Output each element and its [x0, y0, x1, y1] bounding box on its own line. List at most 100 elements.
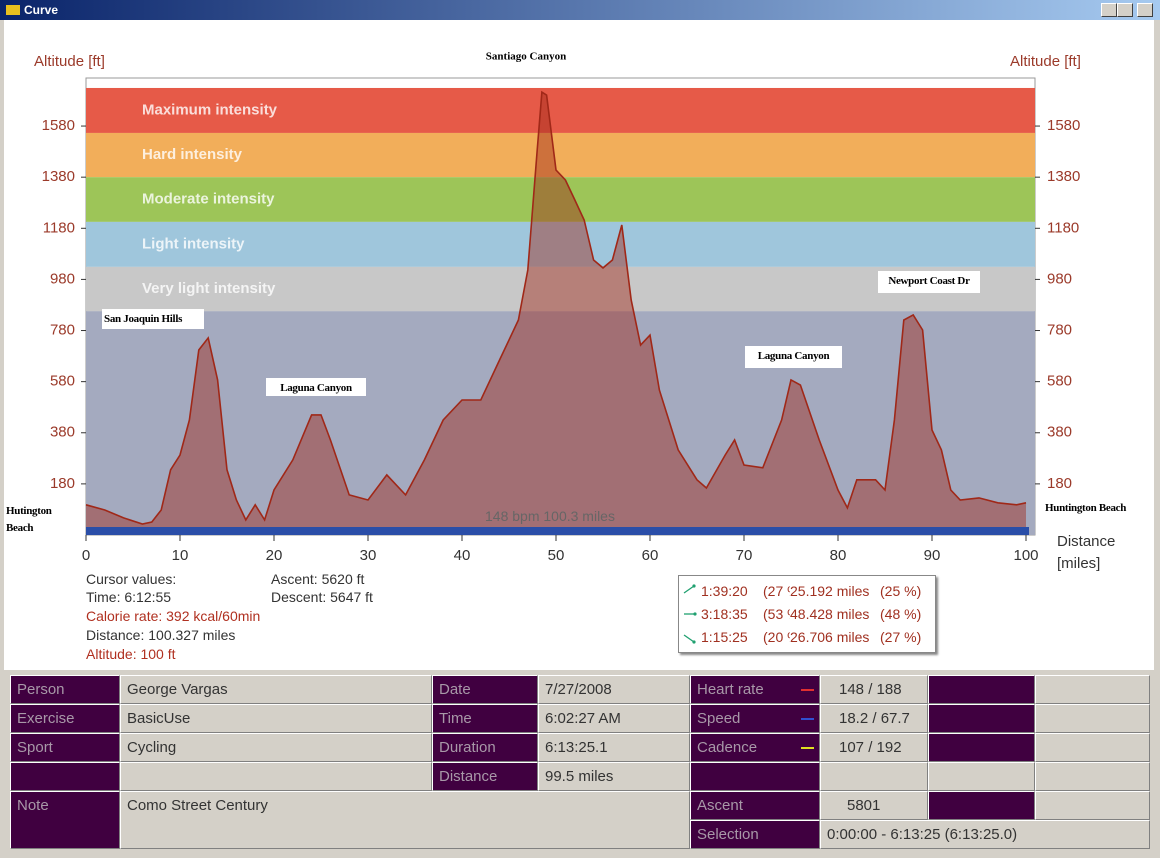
annotation: Huntington Beach [1045, 502, 1127, 514]
empty-cell [1035, 733, 1150, 762]
maximize-button[interactable] [1117, 3, 1133, 17]
segment-time: 3:18:35 [701, 606, 748, 622]
y2-tick-label: 380 [1047, 424, 1072, 441]
y2-tick-label: 1580 [1047, 117, 1080, 134]
zone-label: Hard intensity [142, 146, 243, 163]
annotation: San Joaquin Hills [102, 309, 204, 329]
zone-label: Maximum intensity [142, 101, 278, 118]
x-tick-label: 80 [830, 547, 847, 564]
segment-time: 1:39:20 [701, 583, 748, 599]
altitude-area [86, 92, 1026, 535]
segment-distance-pct: (48 %) [880, 606, 922, 622]
legend-swatch [801, 747, 814, 749]
cell-distance-label: Distance [432, 762, 538, 791]
x-tick-label: 10 [172, 547, 189, 564]
y-tick-label: 980 [50, 270, 75, 287]
cell-date-label: Date [432, 675, 538, 704]
arrow [683, 634, 695, 643]
y2-tick-label: 180 [1047, 475, 1072, 492]
app-icon [6, 5, 20, 15]
minimize-button[interactable] [1101, 3, 1117, 17]
altitude-line [85, 90, 1027, 525]
cell-time-label: Time [432, 704, 538, 733]
segment-distance-pct: (27 %) [880, 629, 922, 645]
y2-tick-label: 780 [1047, 321, 1072, 338]
cell-time: 6:02:27 AM [538, 704, 690, 733]
segment-box: 1:39:20 (27 %) 25.192 miles (25 %) 3:18:35 (5… [678, 575, 936, 653]
empty-cell [10, 762, 120, 791]
x-tick-label: 40 [454, 547, 471, 564]
title-bar: Curve [0, 0, 1160, 20]
segment-time: 1:15:25 [701, 629, 748, 645]
y-tick-label: 180 [50, 475, 75, 492]
legend-swatch [801, 689, 814, 691]
annotation: Laguna Canyon [266, 378, 366, 396]
segment-distance: 48.428 miles [790, 606, 870, 622]
cell-ascent: 5801 [820, 791, 928, 820]
intensity-zone [86, 132, 1035, 178]
empty-cell [928, 675, 1035, 704]
selection-bar [86, 527, 1029, 535]
arrow-head [692, 584, 696, 588]
y-tick-label: 380 [50, 424, 75, 441]
close-button[interactable] [1137, 3, 1153, 17]
cursor-descent: Descent: 5647 ft [271, 589, 373, 605]
center-label: 148 bpm 100.3 miles [485, 508, 615, 524]
cell-sport-label: Sport [10, 733, 120, 762]
empty-cell [1035, 791, 1150, 820]
arrow-head [692, 640, 696, 644]
cell-hr: 148 / 188 [820, 675, 928, 704]
annotation: Hutington Beach [6, 505, 52, 534]
y2-tick-label: 580 [1047, 373, 1072, 390]
cell-person-label: Person [10, 675, 120, 704]
empty-cell [928, 704, 1035, 733]
cell-exercise: BasicUse [120, 704, 432, 733]
annotation: Newport Coast Dr [878, 271, 980, 293]
cell-date: 7/27/2008 [538, 675, 690, 704]
y-tick-label: 1380 [42, 168, 75, 185]
intensity-zone [86, 266, 1035, 312]
x-axis-label: Distance [miles] [1057, 533, 1116, 572]
intensity-zone [86, 87, 1035, 133]
cell-selection-label: Selection [690, 820, 820, 849]
y-tick-label: 780 [50, 321, 75, 338]
x-tick-label: 70 [736, 547, 753, 564]
x-tick-label: 50 [548, 547, 565, 564]
y2-tick-label: 1180 [1047, 219, 1079, 236]
cell-cadence-label: Cadence [690, 733, 820, 762]
y-tick-label: 1180 [43, 219, 75, 236]
empty-cell [690, 762, 820, 791]
arrows [683, 584, 697, 644]
chart: Santiago Canyon Altitude [ft] Altitude [… [34, 51, 1081, 564]
intensity-zone [86, 177, 1035, 222]
cell-ascent-label: Ascent [690, 791, 820, 820]
cursor-ascent: Ascent: 5620 ft [271, 571, 365, 587]
cell-hr-label: Heart rate [690, 675, 820, 704]
cell-note: Como Street Century [120, 791, 690, 849]
cell-distance: 99.5 miles [538, 762, 690, 791]
cursor-heading: Cursor values: [86, 571, 177, 587]
x-tick-label: 60 [642, 547, 659, 564]
cell-note-label: Note [10, 791, 120, 849]
x-tick-label: 100 [1013, 547, 1038, 564]
intensity-zone [86, 221, 1035, 267]
arrow-head [693, 612, 697, 616]
arrow [683, 585, 695, 594]
cell-selection: 0:00:00 - 6:13:25 (6:13:25.0) [820, 820, 1150, 849]
empty-cell [928, 762, 1035, 791]
empty-cell [1035, 762, 1150, 791]
cursor-calorie: Calorie rate: 392 kcal/60min [86, 608, 261, 624]
empty-cell [1035, 704, 1150, 733]
zone-base [86, 311, 1035, 535]
segment-distance-pct: (25 %) [880, 583, 922, 599]
segment-distance: 25.192 miles [790, 583, 870, 599]
x-tick-label: 90 [924, 547, 941, 564]
segment-distance: 26.706 miles [790, 629, 870, 645]
y-tick-label: 1580 [42, 117, 75, 134]
segment-time-pct: (53 %) [763, 606, 790, 622]
y-axis-label: Altitude [ft] [34, 53, 105, 70]
empty-cell [120, 762, 432, 791]
cell-duration-label: Duration [432, 733, 538, 762]
window-title: Curve [24, 3, 59, 17]
